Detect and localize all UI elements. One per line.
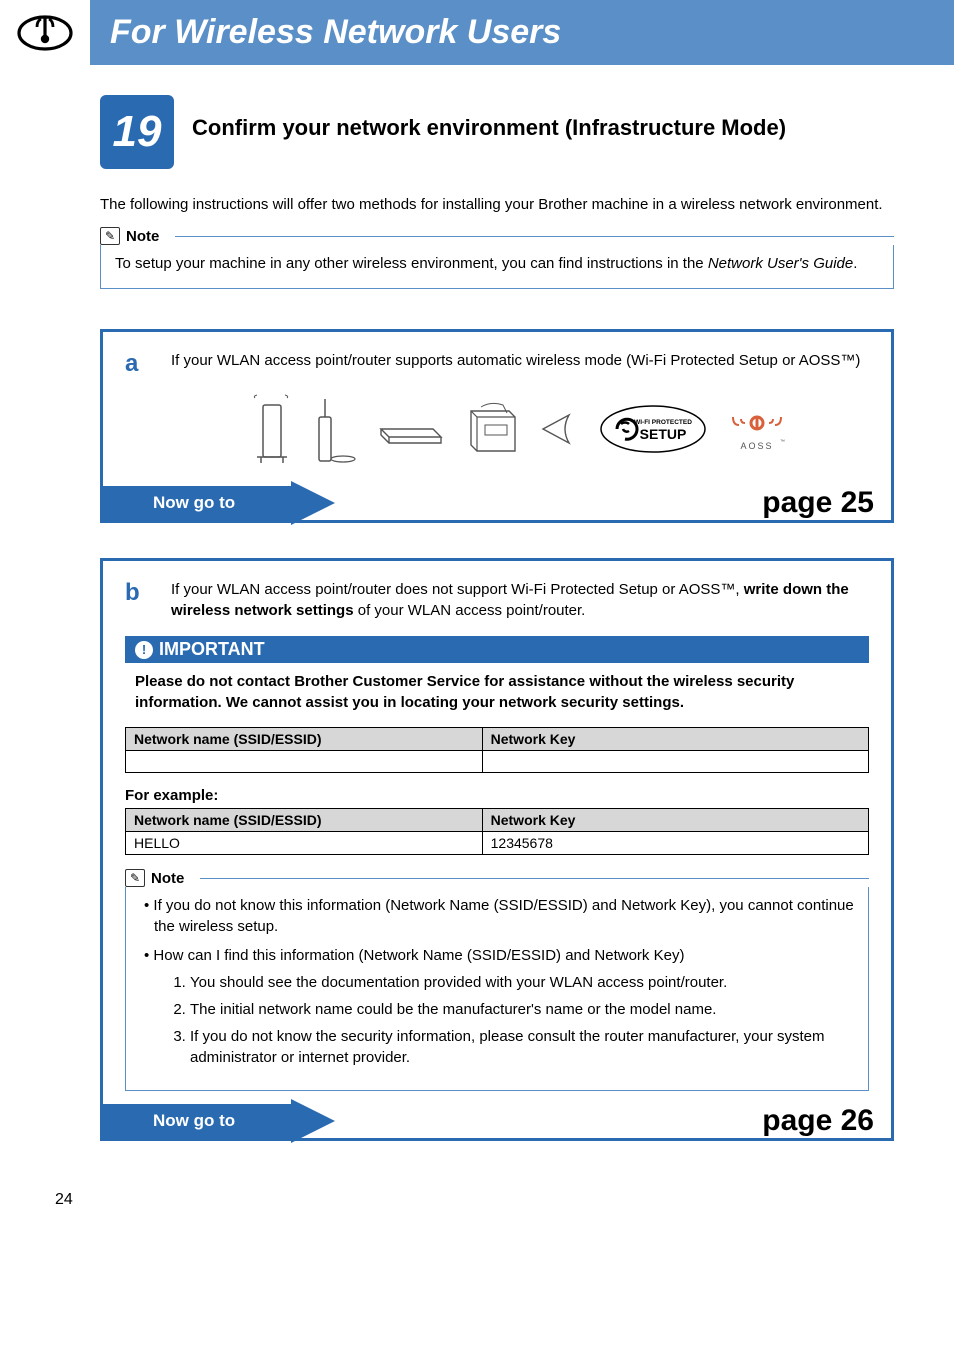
note-step: The initial network name could be the ma… [190, 999, 854, 1020]
option-b-letter: b [125, 579, 151, 607]
access-point-icon [315, 393, 357, 465]
pencil-icon: ✎ [125, 869, 145, 887]
goto-banner-a: Now go to [103, 486, 295, 520]
goto-page-a: page 25 [762, 486, 894, 520]
header-title: For Wireless Network Users [110, 13, 561, 52]
router-icon [247, 393, 297, 465]
arrow-icon [291, 481, 335, 525]
note-label: Note [151, 870, 184, 887]
table-header-ssid: Network name (SSID/ESSID) [126, 809, 483, 832]
exclamation-icon: ! [135, 641, 153, 659]
option-b-box: b If your WLAN access point/router does … [100, 558, 894, 1141]
option-a-text: If your WLAN access point/router support… [171, 350, 869, 371]
svg-text:AOSS: AOSS [740, 441, 773, 451]
option-a-box: a If your WLAN access point/router suppo… [100, 329, 894, 523]
note-box-top: ✎ Note To setup your machine in any othe… [100, 227, 894, 289]
example-table: Network name (SSID/ESSID) Network Key HE… [125, 808, 869, 855]
aoss-badge-icon: AOSS ™ [727, 403, 787, 455]
goto-banner-b: Now go to [103, 1104, 295, 1138]
note-body: To setup your machine in any other wirel… [100, 245, 894, 289]
note-step: You should see the documentation provide… [190, 972, 854, 993]
table-cell-ssid: HELLO [126, 832, 483, 855]
step-title: Confirm your network environment (Infras… [192, 95, 786, 141]
table-cell-key: 12345678 [482, 832, 868, 855]
important-body: Please do not contact Brother Customer S… [125, 663, 869, 727]
note-bullet: How can I find this information (Network… [140, 945, 854, 1068]
devices-illustration: WI-FI PROTECTED SETUP AOSS ™ [125, 393, 869, 465]
note-box-b: ✎ Note If you do not know this informati… [125, 869, 869, 1091]
wps-badge-icon: WI-FI PROTECTED SETUP [599, 404, 707, 454]
printer-icon [463, 399, 523, 459]
svg-text:™: ™ [780, 439, 785, 445]
note-label: Note [126, 228, 159, 245]
table-header-key: Network Key [482, 809, 868, 832]
important-heading: ! IMPORTANT [125, 636, 869, 663]
page-header: For Wireless Network Users [0, 0, 954, 65]
arrow-icon [291, 1099, 335, 1143]
intro-text: The following instructions will offer tw… [100, 194, 894, 215]
goto-page-b: page 26 [762, 1104, 894, 1138]
note-bullet: If you do not know this information (Net… [140, 895, 854, 937]
page-number: 24 [0, 1191, 954, 1209]
table-header-ssid: Network name (SSID/ESSID) [126, 728, 483, 751]
for-example-label: For example: [125, 787, 869, 804]
option-b-text: If your WLAN access point/router does no… [171, 579, 869, 621]
step-number: 19 [100, 95, 174, 169]
callout-icon [541, 409, 581, 449]
pencil-icon: ✎ [100, 227, 120, 245]
blank-table: Network name (SSID/ESSID) Network Key [125, 727, 869, 773]
svg-text:SETUP: SETUP [640, 426, 687, 442]
table-cell-blank [126, 751, 483, 773]
note-step: If you do not know the security informat… [190, 1026, 854, 1068]
step-heading: 19 Confirm your network environment (Inf… [100, 95, 894, 169]
table-cell-blank [482, 751, 868, 773]
option-a-letter: a [125, 350, 151, 378]
table-header-key: Network Key [482, 728, 868, 751]
wireless-icon [0, 0, 90, 65]
modem-icon [375, 411, 445, 447]
svg-text:WI-FI PROTECTED: WI-FI PROTECTED [634, 419, 692, 426]
